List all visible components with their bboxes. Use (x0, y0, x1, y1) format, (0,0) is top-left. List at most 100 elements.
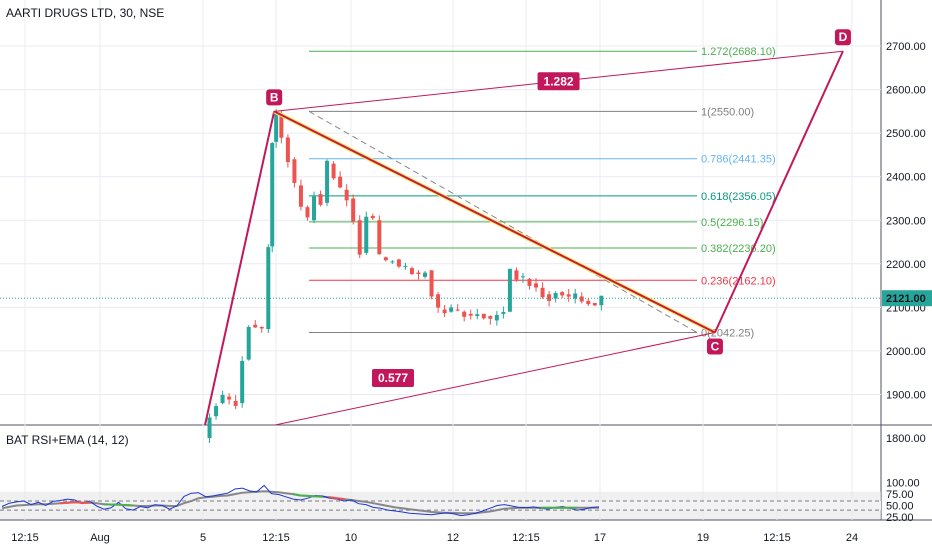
pattern-point-d (834, 29, 851, 46)
candle-body (338, 176, 343, 188)
candle-body (449, 307, 454, 312)
candle-body (592, 302, 597, 306)
candle-body (488, 316, 493, 319)
x-tick-label: 10 (345, 532, 357, 544)
candle-body (298, 185, 303, 207)
candle-body (540, 287, 545, 298)
candle-body (501, 311, 506, 314)
candle-body (305, 207, 310, 218)
candle-body (377, 220, 382, 255)
candle-body (534, 283, 539, 288)
x-tick-label: 5 (200, 532, 206, 544)
y-tick-label: 2000.00 (886, 346, 926, 358)
candle-body (396, 259, 401, 267)
candle-body (579, 296, 584, 302)
candle-body (370, 215, 375, 219)
rsi-tick-label: 100.00 (886, 478, 920, 490)
candle-body (514, 270, 519, 280)
fib-level-label: 0.618(2356.05) (701, 191, 776, 203)
cd-leg (714, 50, 844, 333)
candle-body (207, 417, 212, 438)
x-tick-label: 12:15 (262, 532, 290, 544)
y-tick-label: 2400.00 (886, 172, 926, 184)
candle-body (364, 216, 369, 253)
y-tick-label: 2700.00 (886, 41, 926, 53)
candle-body (270, 143, 275, 247)
x-tick-label: 17 (594, 532, 606, 544)
candle-body (240, 360, 245, 404)
candle-body (227, 396, 232, 400)
ratio-label-bd: 1.282 (544, 74, 574, 88)
divergence-segment (329, 496, 345, 501)
fib-retracement[interactable]: 1.272(2688.10) 1(2550.00) 0.786(2441.35) 0.… (308, 46, 776, 340)
candle-body (481, 313, 486, 319)
candle-body (214, 406, 219, 417)
candle-body (455, 309, 460, 311)
candlesticks (0, 109, 881, 444)
candle-body (351, 198, 356, 222)
x-tick-label: 19 (697, 532, 709, 544)
last-price-label: 2121.00 (886, 293, 926, 305)
candle-body (285, 137, 290, 163)
y-tick-label: 2500.00 (886, 128, 926, 140)
candle-body (246, 326, 251, 360)
candle-body (462, 311, 467, 317)
x-tick-label: 24 (846, 532, 858, 544)
x-tick-label: 12:15 (512, 532, 540, 544)
candle-body (409, 268, 414, 275)
candle-body (220, 394, 225, 404)
grid (0, 0, 932, 521)
candle-body (383, 257, 388, 261)
candle-body (442, 309, 447, 314)
candle-body (357, 220, 362, 255)
divergence-segment (60, 501, 90, 505)
candle-body (560, 292, 565, 296)
divergence-segment (103, 503, 134, 507)
candle-body (507, 268, 512, 312)
candle-body (403, 265, 408, 267)
candle-body (553, 292, 558, 299)
ratio-badge-bd (537, 72, 580, 91)
candle-body (436, 294, 441, 308)
y-tick-label: 1800.00 (886, 433, 926, 445)
candle-body (318, 194, 323, 205)
x-tick-label: 12:15 (11, 532, 39, 544)
candle-body (344, 189, 349, 201)
candle-body (586, 300, 591, 305)
candle-body (429, 270, 434, 297)
pattern-point-b (266, 89, 283, 106)
candle-body (325, 160, 330, 203)
rsi-tick-label: 25.00 (886, 512, 914, 524)
candle-body (331, 163, 336, 179)
candle-body (566, 294, 571, 297)
bc-leg (273, 110, 716, 334)
candle-body (547, 294, 552, 301)
x-tick-label: Aug (90, 532, 110, 544)
xa-leg (204, 111, 276, 426)
fib-level-label: 0.382(2236.20) (701, 243, 776, 255)
candle-body (233, 400, 238, 406)
xabcd-pattern[interactable]: 1.282 0.577 B C D (204, 29, 851, 426)
candle-body (599, 295, 604, 306)
candle-body (266, 247, 271, 330)
fib-level-label: 1(2550.00) (701, 106, 754, 118)
candle-body (312, 196, 317, 221)
divergence-segment (293, 493, 323, 498)
pattern-label-c: C (711, 340, 720, 354)
candle-body (475, 314, 480, 317)
fib-level-label: 1.272(2688.10) (701, 46, 776, 58)
pattern-label-d: D (839, 30, 848, 44)
candle-body (253, 324, 258, 328)
candle-body (520, 276, 525, 278)
rsi-tick-label: 50.00 (886, 501, 914, 513)
candle-body (423, 272, 428, 277)
last-price-badge (882, 290, 932, 307)
y-tick-label: 1900.00 (886, 389, 926, 401)
candle-body (468, 313, 473, 316)
chart-title: AARTI DRUGS LTD, 30, NSE (6, 6, 164, 20)
pattern-label-b: B (270, 90, 279, 104)
pattern-point-c (706, 338, 723, 355)
candle-body (259, 326, 264, 329)
